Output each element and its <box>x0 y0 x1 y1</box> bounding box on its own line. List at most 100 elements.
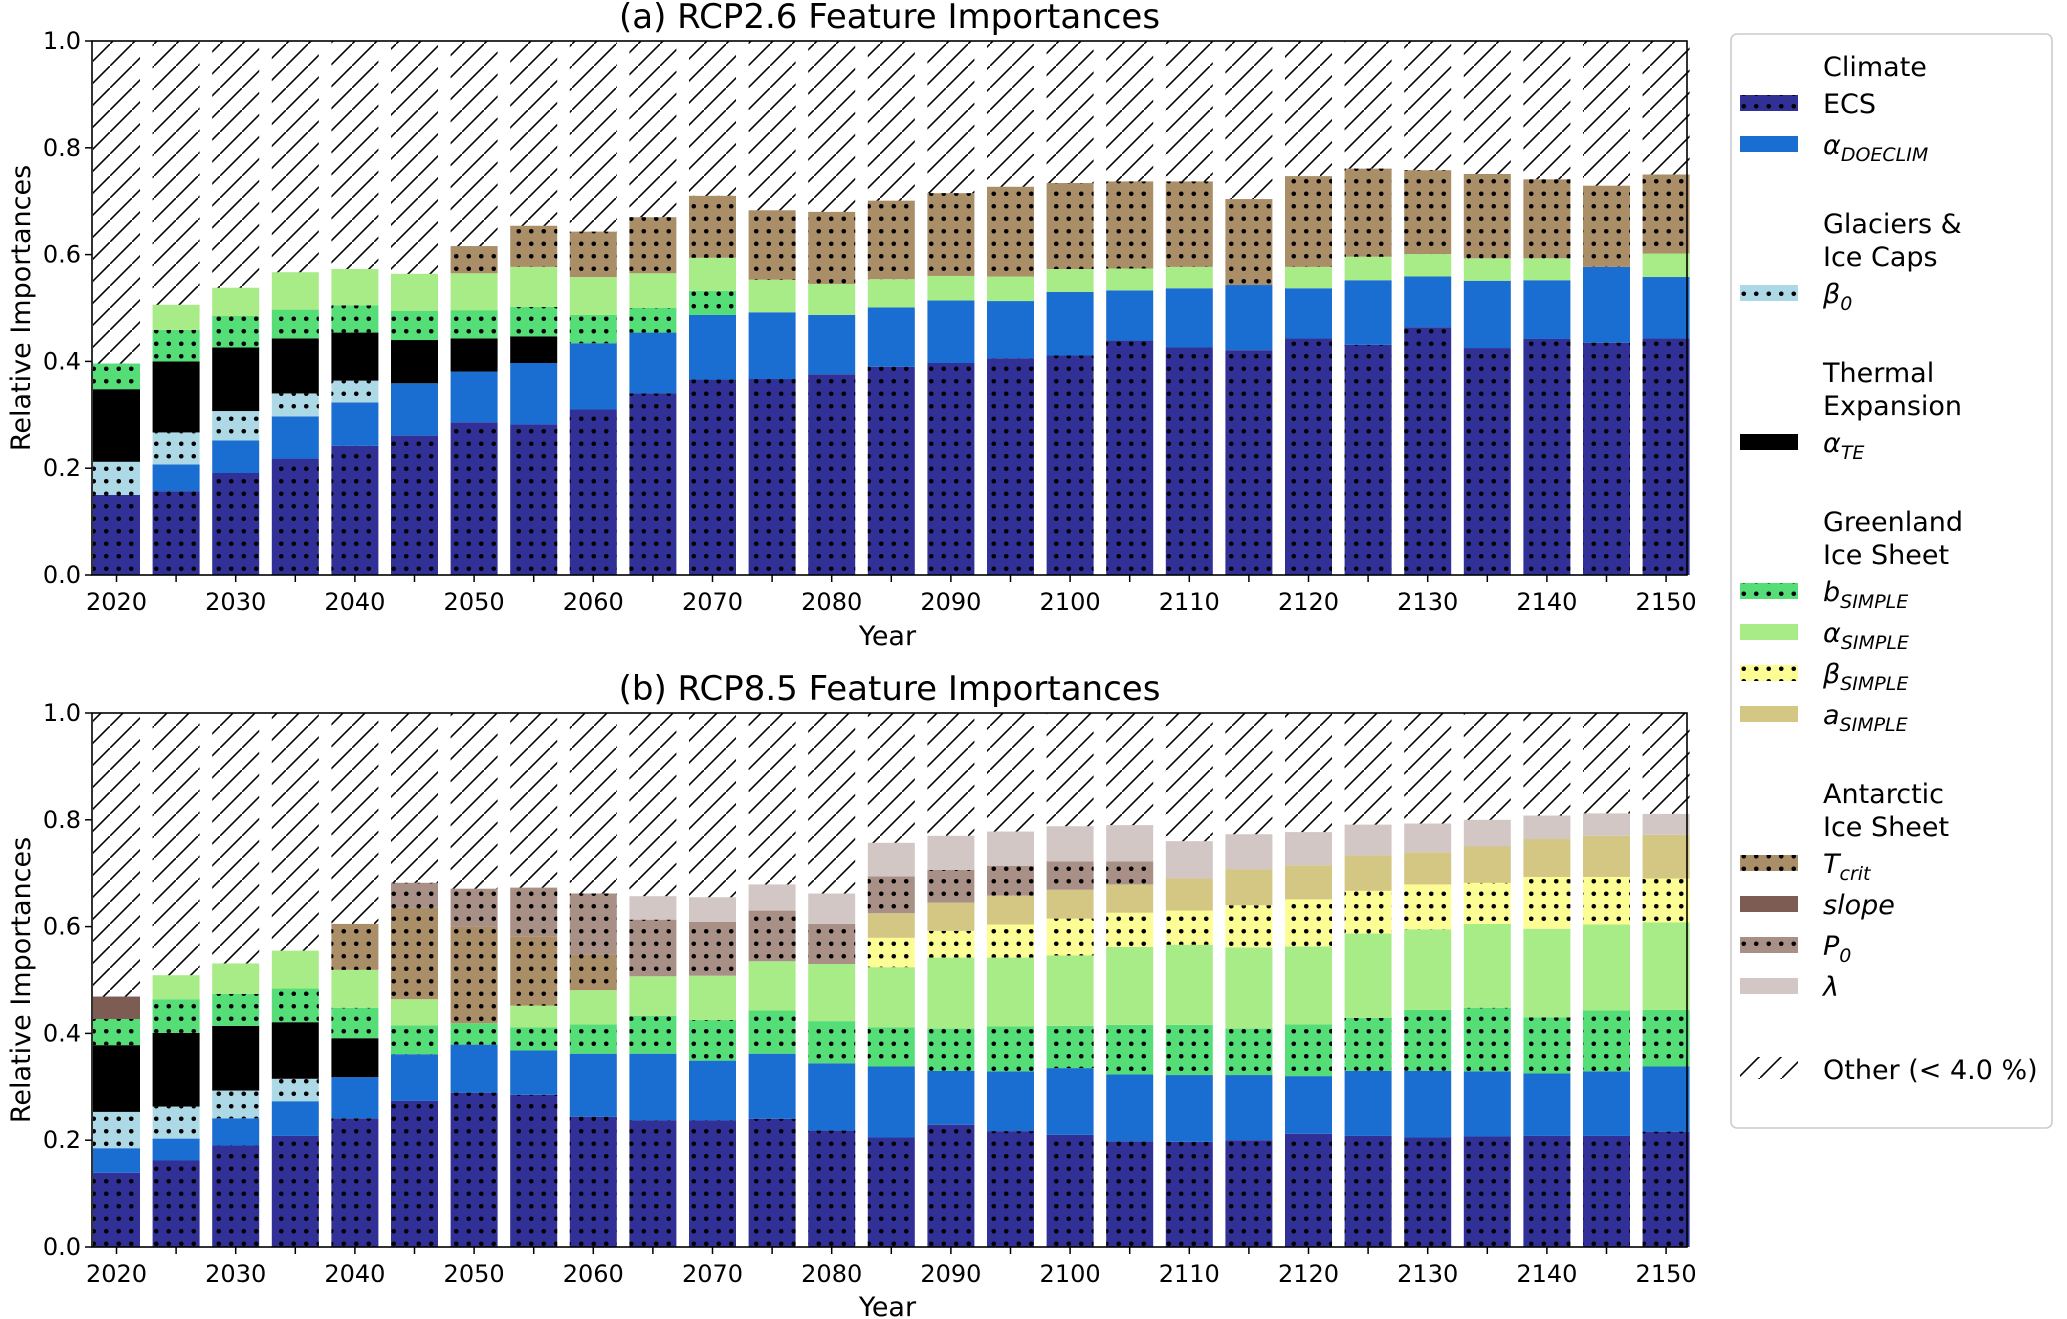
bar-stack-2065 <box>629 41 677 575</box>
bar-segment-dots-b_simple <box>1404 1009 1452 1071</box>
bar-stack-2055 <box>510 713 558 1247</box>
bar-segment-dots-b_simple <box>212 316 260 348</box>
bar-segment-alpha_doeclim <box>510 363 558 425</box>
x-tick-label: 2140 <box>1516 1260 1577 1288</box>
bar-segment-dots-ecs <box>1165 1141 1213 1247</box>
bar-segment-other <box>629 41 677 218</box>
bar-segment-lambda <box>867 842 915 877</box>
legend-item-beta_simple: βSIMPLE <box>1740 659 1908 695</box>
legend-group-title: Greenland <box>1823 507 1963 538</box>
bar-stack-2150 <box>1642 41 1690 575</box>
bar-segment-a_simple <box>1642 834 1690 879</box>
bar-segment-alpha_te <box>212 347 260 412</box>
bar-segment-dots-beta_simple <box>1165 910 1213 945</box>
bar-segment-alpha_doeclim <box>1463 280 1511 349</box>
bar-segment-dots-ecs <box>987 358 1034 575</box>
x-tick-label: 2060 <box>563 1260 624 1288</box>
bar-segment-lambda <box>1642 813 1690 835</box>
bar-segment-alpha_doeclim <box>1583 266 1630 343</box>
bar-segment-alpha_doeclim <box>1523 280 1571 339</box>
bar-segment-dots-t_crit <box>1046 183 1094 270</box>
legend-swatch-other <box>1740 1057 1798 1079</box>
bar-segment-dots-ecs <box>808 1130 856 1247</box>
bar-segment-dots-b_simple <box>510 1027 558 1051</box>
bar-segment-alpha_simple <box>987 276 1034 302</box>
bar-segment-other <box>629 713 677 897</box>
bar-segment-alpha_simple <box>391 273 438 311</box>
x-tick-label: 2110 <box>1159 588 1220 616</box>
bar-segment-other <box>1285 713 1332 833</box>
bar-segment-alpha_simple <box>1404 254 1452 277</box>
legend-item-beta0: β0 <box>1740 279 1852 315</box>
bar-segment-dots-ecs <box>987 1131 1034 1247</box>
legend-label-other: Other (< 4.0 %) <box>1823 1055 2038 1086</box>
bar-segment-lambda <box>808 893 856 924</box>
legend-group-title: Expansion <box>1823 391 1962 422</box>
bar-segment-dots-ecs <box>569 409 617 575</box>
bar-segment-other <box>271 41 319 273</box>
bar-stack-2060 <box>569 41 617 575</box>
bar-segment-lambda <box>987 831 1034 866</box>
bar-segment-alpha_doeclim <box>510 1050 558 1095</box>
bar-segment-dots-ecs <box>212 1145 260 1247</box>
y-tick-label: 0.2 <box>43 1126 81 1154</box>
bar-segment-alpha_doeclim <box>1523 1073 1571 1136</box>
legend-label-p0: P0 <box>1823 931 1851 967</box>
bar-segment-alpha_simple <box>1344 256 1392 281</box>
bar-segment-other <box>748 713 796 885</box>
bar-segment-dots-t_crit <box>510 225 558 267</box>
y-axis-label: Relative Importances <box>6 165 37 451</box>
y-tick-label: 1.0 <box>43 699 81 727</box>
bar-segment-alpha_simple <box>271 272 319 310</box>
legend-swatch-lambda <box>1740 978 1798 994</box>
bar-segment-other <box>331 713 379 924</box>
bar-segment-other <box>391 713 438 883</box>
bar-segment-dots-b_simple <box>1046 1025 1094 1069</box>
bar-stack-2105 <box>1106 713 1154 1247</box>
bar-segment-other <box>391 41 438 274</box>
bar-segment-other <box>867 41 915 201</box>
x-tick-label: 2040 <box>324 588 385 616</box>
legend-label-alpha_te: αTE <box>1823 428 1864 464</box>
y-tick-label: 0.4 <box>43 1019 81 1047</box>
bar-segment-alpha_doeclim <box>629 332 677 394</box>
bar-segment-dots-p0 <box>987 865 1034 896</box>
bar-segment-dots-p0 <box>629 919 677 977</box>
bar-segment-dots-beta0 <box>152 432 200 465</box>
bar-segment-other <box>510 713 558 888</box>
bar-segment-other <box>1404 713 1452 824</box>
x-tick-label: 2050 <box>444 1260 505 1288</box>
bar-segment-other <box>1046 713 1094 827</box>
bar-segment-alpha_simple <box>331 269 379 306</box>
bar-segment-dots-ecs <box>1046 1134 1094 1247</box>
y-tick-label: 0.4 <box>43 347 81 375</box>
bar-segment-dots-t_crit <box>510 936 558 1006</box>
bar-segment-dots-beta0 <box>212 411 260 441</box>
legend-label-a_simple: aSIMPLE <box>1823 700 1908 736</box>
chart-title: (b) RCP8.5 Feature Importances <box>619 669 1161 709</box>
x-axis-label: Year <box>858 621 917 652</box>
bar-segment-a_simple <box>927 902 975 931</box>
bar-stack-2045 <box>391 713 438 1247</box>
axes-frame <box>91 712 1688 1248</box>
y-tick-label: 0.6 <box>43 241 81 269</box>
bar-segment-lambda <box>1583 813 1630 836</box>
bar-stack-2135 <box>1463 713 1511 1247</box>
bar-segment-alpha_doeclim <box>987 301 1034 359</box>
bar-segment-other <box>1523 713 1571 816</box>
bar-segment-alpha_doeclim <box>271 1101 319 1136</box>
bar-segment-alpha_doeclim <box>987 1071 1034 1132</box>
bar-segment-other <box>450 41 498 247</box>
bar-segment-alpha_simple <box>1046 269 1094 292</box>
bar-stack-2120 <box>1285 713 1332 1247</box>
bar-segment-dots-ecs <box>1106 340 1154 575</box>
x-tick-label: 2030 <box>205 588 266 616</box>
bar-segment-dots-t_crit <box>1463 173 1511 259</box>
bar-segment-dots-b_simple <box>987 1026 1034 1072</box>
bar-stack-2070 <box>689 41 736 575</box>
bar-segment-alpha_doeclim <box>212 440 260 474</box>
bar-segment-alpha_te <box>152 1032 200 1107</box>
bar-segment-other <box>1583 41 1630 186</box>
bar-segment-dots-b_simple <box>1106 1024 1154 1075</box>
x-tick-label: 2070 <box>682 588 743 616</box>
